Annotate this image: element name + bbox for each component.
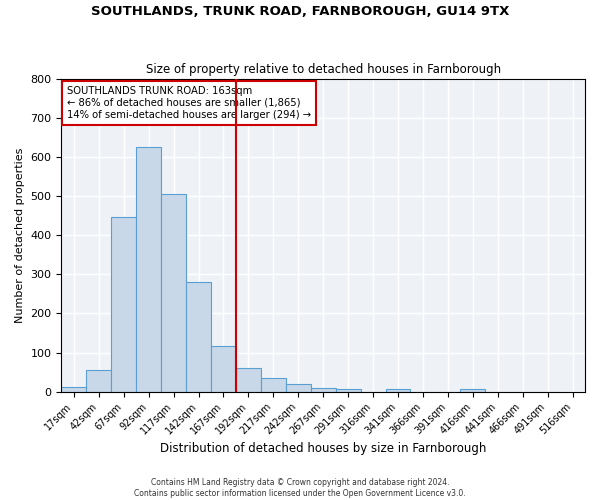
X-axis label: Distribution of detached houses by size in Farnborough: Distribution of detached houses by size … (160, 442, 487, 455)
Bar (61, 386, 86, 392)
Bar (86, 370, 111, 392)
Bar (136, 147, 161, 392)
Bar (161, 194, 186, 392)
Text: SOUTHLANDS TRUNK ROAD: 163sqm
← 86% of detached houses are smaller (1,865)
14% o: SOUTHLANDS TRUNK ROAD: 163sqm ← 86% of d… (67, 86, 311, 120)
Text: SOUTHLANDS, TRUNK ROAD, FARNBOROUGH, GU14 9TX: SOUTHLANDS, TRUNK ROAD, FARNBOROUGH, GU1… (91, 5, 509, 18)
Bar (211, 346, 236, 392)
Bar (335, 388, 361, 392)
Text: Contains HM Land Registry data © Crown copyright and database right 2024.
Contai: Contains HM Land Registry data © Crown c… (134, 478, 466, 498)
Bar (311, 388, 335, 392)
Bar (386, 388, 410, 392)
Bar (236, 368, 261, 392)
Bar (460, 388, 485, 392)
Bar (111, 217, 136, 392)
Y-axis label: Number of detached properties: Number of detached properties (15, 148, 25, 323)
Bar (286, 384, 311, 392)
Title: Size of property relative to detached houses in Farnborough: Size of property relative to detached ho… (146, 63, 501, 76)
Bar (186, 282, 211, 392)
Bar (261, 378, 286, 392)
